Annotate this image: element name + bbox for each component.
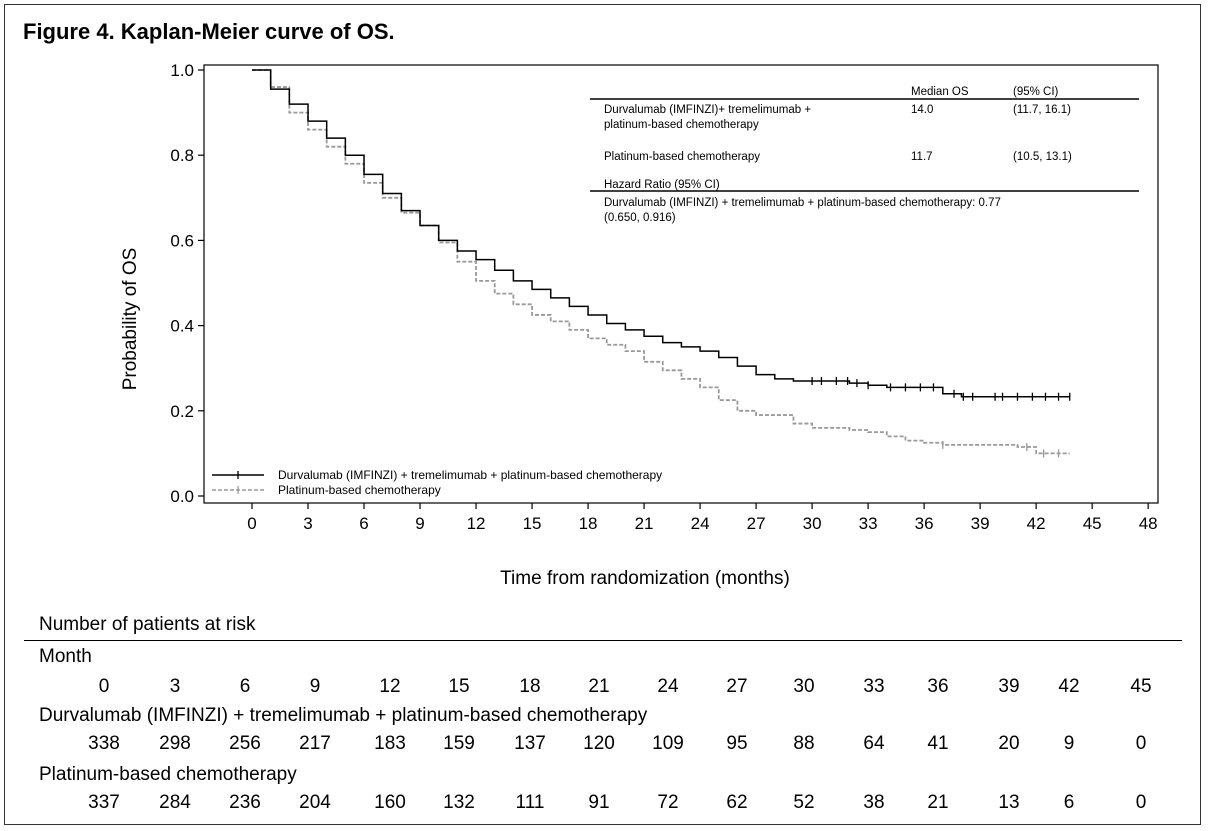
risk-count-platinum: 132 [443, 792, 475, 813]
annot-row-label: platinum-based chemotherapy [604, 119, 759, 131]
x-axis-label: Time from randomization (months) [500, 568, 790, 589]
x-tick-label: 45 [1083, 514, 1102, 533]
y-tick-label: 0.4 [170, 317, 194, 336]
y-tick-label: 0.6 [170, 231, 194, 250]
y-tick-label: 0.0 [170, 487, 194, 506]
risk-count-platinum: 0 [1135, 792, 1147, 813]
risk-month-value: 42 [1058, 676, 1080, 697]
x-tick-label: 33 [859, 514, 878, 533]
risk-count-platinum: 6 [1063, 792, 1075, 813]
risk-month-value: 3 [169, 676, 181, 697]
risk-count-platinum: 72 [657, 792, 679, 813]
risk-table-rule [24, 640, 1182, 641]
x-tick-label: 12 [467, 514, 486, 533]
risk-month-label: Month [39, 646, 92, 667]
figure-title: Figure 4. Kaplan-Meier curve of OS. [23, 19, 395, 44]
risk-count-durvalumab: 298 [159, 733, 191, 754]
risk-count-platinum: 13 [998, 792, 1020, 813]
x-tick-label: 36 [915, 514, 934, 533]
y-tick-label: 0.2 [170, 402, 194, 421]
x-tick-label: 9 [415, 514, 424, 533]
risk-count-platinum: 337 [88, 792, 120, 813]
risk-month-value: 39 [998, 676, 1020, 697]
x-tick-label: 48 [1139, 514, 1158, 533]
annot-row-median: 11.7 [911, 151, 933, 163]
figure-frame [4, 4, 1201, 825]
annot-row-ci: (10.5, 13.1) [1013, 151, 1072, 163]
x-tick-label: 39 [971, 514, 990, 533]
x-tick-label: 6 [359, 514, 368, 533]
annot-hr-line: Durvalumab (IMFINZI) + tremelimumab + pl… [604, 197, 1001, 209]
risk-count-durvalumab: 41 [927, 733, 949, 754]
risk-count-durvalumab: 109 [652, 733, 684, 754]
risk-month-value: 36 [927, 676, 949, 697]
risk-month-value: 24 [657, 676, 679, 697]
risk-count-durvalumab: 217 [299, 733, 331, 754]
risk-count-platinum: 204 [299, 792, 331, 813]
risk-table-title: Number of patients at risk [39, 614, 256, 635]
annot-hr-line: (0.650, 0.916) [604, 212, 676, 224]
y-tick-label: 1.0 [170, 61, 194, 80]
series-line-durvalumab [252, 69, 1070, 398]
risk-count-durvalumab: 88 [793, 733, 815, 754]
risk-count-platinum: 91 [588, 792, 610, 813]
risk-count-durvalumab: 95 [726, 733, 748, 754]
risk-month-value: 45 [1130, 676, 1152, 697]
risk-count-platinum: 236 [229, 792, 261, 813]
risk-count-durvalumab: 0 [1135, 733, 1147, 754]
legend-label: Durvalumab (IMFINZI) + tremelimumab + pl… [278, 468, 662, 482]
x-tick-label: 42 [1027, 514, 1046, 533]
risk-count-platinum: 111 [515, 792, 545, 813]
risk-count-durvalumab: 183 [374, 733, 406, 754]
risk-row-label-durvalumab: Durvalumab (IMFINZI) + tremelimumab + pl… [39, 705, 648, 726]
annot-row-median: 14.0 [911, 104, 933, 116]
annot-header-ci: (95% CI) [1013, 86, 1059, 98]
risk-month-value: 12 [379, 676, 401, 697]
risk-count-platinum: 284 [159, 792, 191, 813]
x-tick-label: 15 [523, 514, 542, 533]
risk-month-value: 33 [863, 676, 885, 697]
risk-count-durvalumab: 256 [229, 733, 261, 754]
x-tick-label: 3 [303, 514, 312, 533]
series-line-platinum [252, 69, 1070, 455]
risk-count-durvalumab: 137 [514, 733, 546, 754]
risk-month-value: 0 [98, 676, 110, 697]
risk-count-durvalumab: 159 [443, 733, 475, 754]
annot-row-label: Durvalumab (IMFINZI)+ tremelimumab + [604, 104, 811, 116]
annot-hr-header: Hazard Ratio (95% CI) [604, 179, 720, 191]
plot-frame [203, 64, 1159, 504]
annot-row-label: Platinum-based chemotherapy [604, 151, 760, 163]
risk-month-value: 9 [309, 676, 321, 697]
x-tick-label: 21 [635, 514, 654, 533]
risk-count-platinum: 62 [726, 792, 748, 813]
y-tick-label: 0.8 [170, 146, 194, 165]
x-tick-label: 24 [691, 514, 710, 533]
risk-month-value: 30 [793, 676, 815, 697]
x-tick-label: 27 [747, 514, 766, 533]
risk-month-value: 6 [239, 676, 251, 697]
risk-count-platinum: 52 [793, 792, 815, 813]
risk-count-platinum: 160 [374, 792, 406, 813]
legend-label: Platinum-based chemotherapy [278, 483, 441, 497]
annot-row-ci: (11.7, 16.1) [1013, 104, 1071, 116]
risk-count-durvalumab: 9 [1063, 733, 1075, 754]
risk-month-value: 27 [726, 676, 748, 697]
risk-count-platinum: 38 [863, 792, 885, 813]
risk-count-durvalumab: 120 [583, 733, 615, 754]
x-tick-label: 0 [247, 514, 256, 533]
risk-month-value: 15 [448, 676, 470, 697]
risk-count-platinum: 21 [927, 792, 949, 813]
x-tick-label: 30 [803, 514, 822, 533]
x-tick-label: 18 [579, 514, 598, 533]
risk-month-value: 18 [519, 676, 541, 697]
risk-month-value: 21 [588, 676, 610, 697]
annot-header-median: Median OS [911, 86, 969, 98]
risk-count-durvalumab: 20 [998, 733, 1020, 754]
y-axis-label: Probability of OS [120, 248, 141, 391]
risk-row-label-platinum: Platinum-based chemotherapy [39, 764, 297, 785]
risk-count-durvalumab: 338 [88, 733, 120, 754]
risk-count-durvalumab: 64 [863, 733, 885, 754]
